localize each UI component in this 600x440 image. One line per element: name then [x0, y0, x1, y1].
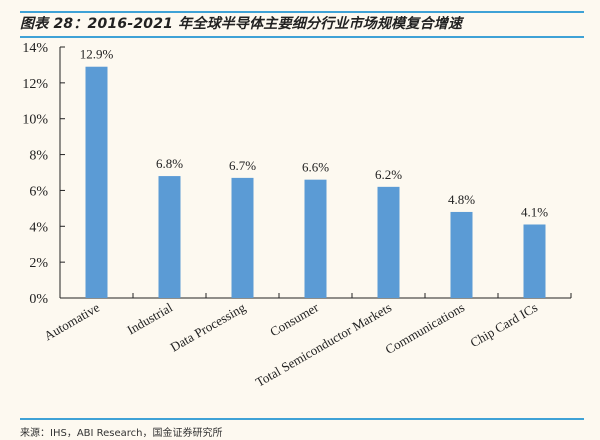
bar-value-label: 4.8% [448, 192, 475, 207]
bar-value-label: 6.7% [229, 158, 256, 173]
y-tick-label: 12% [22, 77, 48, 92]
y-tick-label: 0% [29, 292, 48, 307]
x-tick-label: Communications [383, 300, 467, 357]
y-tick-label: 14% [22, 41, 48, 56]
bar [377, 186, 400, 298]
source-note: 来源：IHS，ABI Research，国金证券研究所 [20, 428, 223, 439]
x-tick-label: Automative [41, 300, 102, 344]
y-tick-label: 6% [29, 184, 48, 199]
y-tick-label: 2% [29, 256, 48, 271]
bar [523, 224, 546, 298]
chart-title: 图表 28：2016-2021 年全球半导体主要细分行业市场规模复合增速 [20, 16, 463, 32]
y-tick-label: 10% [22, 113, 48, 128]
bar [231, 177, 254, 298]
y-axis: 0% 2% 4% 6% 8% 10% 12% 14% [22, 41, 65, 307]
title-rule-bottom [20, 36, 584, 38]
x-tick-label: Chip Card ICs [467, 300, 540, 351]
bar [450, 211, 473, 298]
x-tick-label: Total Semiconductor Markets [253, 300, 394, 390]
bar-value-label: 12.9% [80, 47, 114, 62]
bar-value-label: 6.2% [375, 167, 402, 182]
bar [304, 179, 327, 298]
x-tick-label: Industrial [124, 299, 175, 337]
bars: 12.9% 6.8% 6.7% 6.6% 6.2% 4.8% 4.1% [80, 47, 548, 298]
y-tick-label: 4% [29, 220, 48, 235]
bar [158, 176, 181, 298]
x-tick-label: Consumer [267, 299, 321, 339]
y-tick-label: 8% [29, 149, 48, 164]
source-rule [20, 418, 584, 420]
bar-value-label: 6.6% [302, 160, 329, 175]
bar-value-label: 6.8% [156, 156, 183, 171]
bar-value-label: 4.1% [521, 204, 548, 219]
bar [85, 66, 108, 298]
bar-chart: 0% 2% 4% 6% 8% 10% 12% 14% 12.9% 6.8% 6.7% 6.6% 6.2… [22, 41, 572, 390]
title-rule-top [20, 11, 584, 13]
x-tick-label: Data Processing [168, 299, 249, 354]
